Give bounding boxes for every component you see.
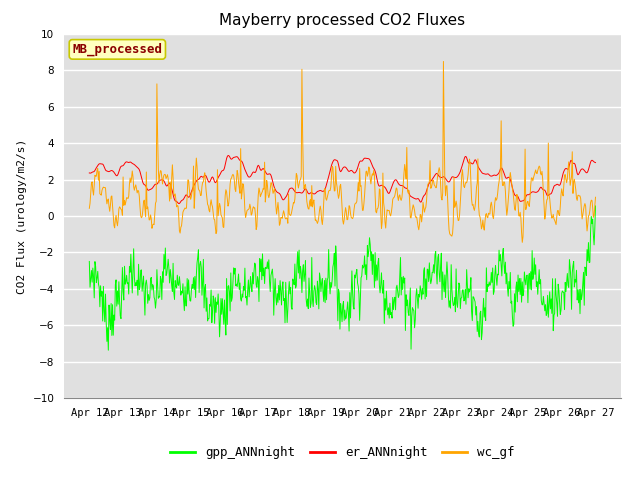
Legend: gpp_ANNnight, er_ANNnight, wc_gf: gpp_ANNnight, er_ANNnight, wc_gf xyxy=(165,441,520,464)
Title: Mayberry processed CO2 Fluxes: Mayberry processed CO2 Fluxes xyxy=(220,13,465,28)
Text: MB_processed: MB_processed xyxy=(72,43,163,56)
Y-axis label: CO2 Flux (urology/m2/s): CO2 Flux (urology/m2/s) xyxy=(17,138,27,294)
